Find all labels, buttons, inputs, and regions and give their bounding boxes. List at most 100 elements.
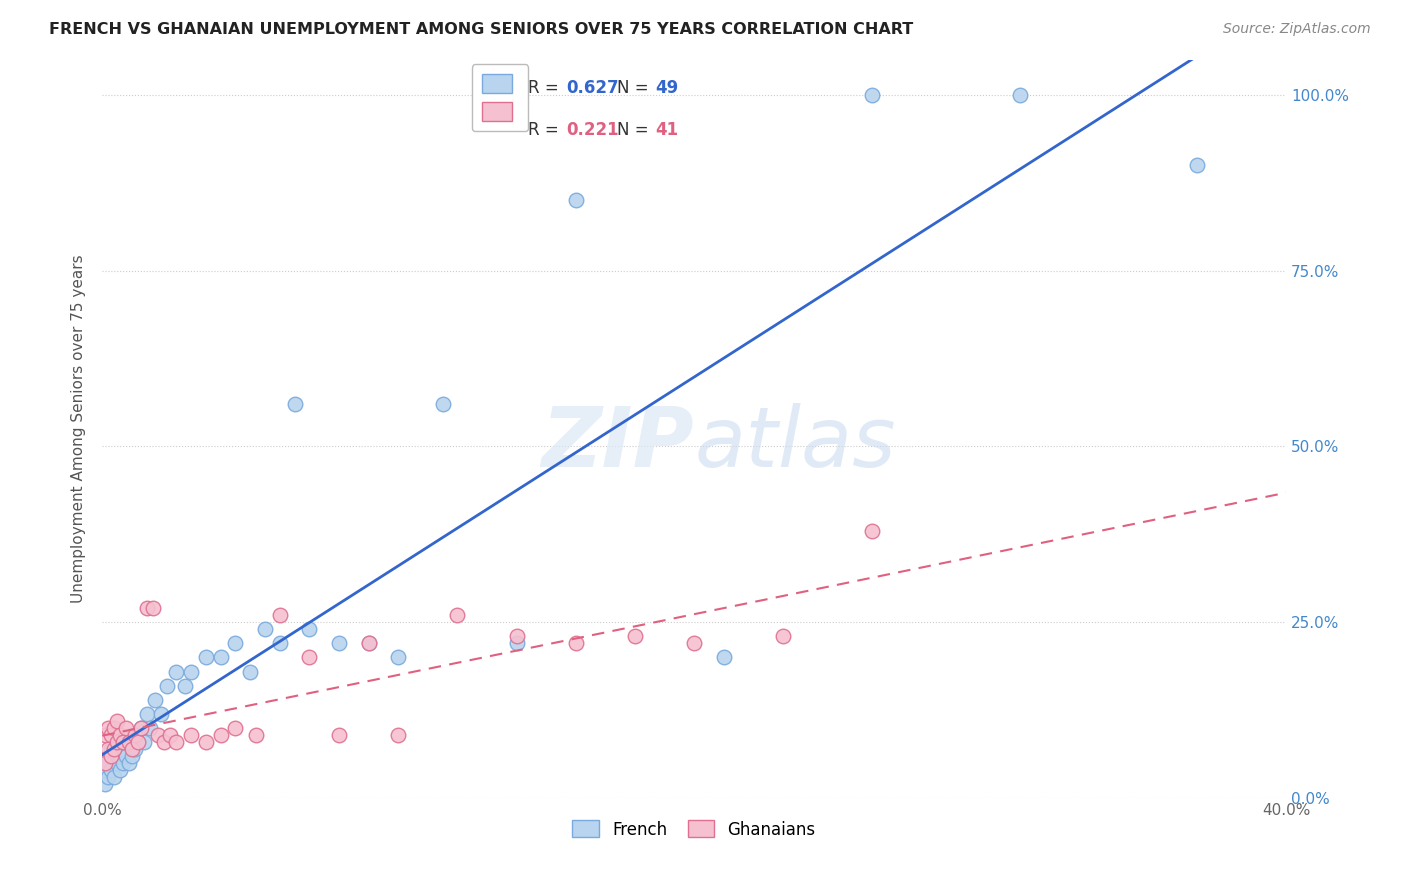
Point xyxy=(224,636,246,650)
Point xyxy=(772,629,794,643)
Text: R =: R = xyxy=(529,78,564,96)
Point xyxy=(124,728,146,742)
Point xyxy=(124,742,146,756)
Point xyxy=(97,770,120,784)
Legend: French, Ghanaians: French, Ghanaians xyxy=(565,814,823,846)
Point xyxy=(97,756,120,770)
Point xyxy=(209,728,232,742)
Point xyxy=(1008,87,1031,102)
Point xyxy=(141,601,163,615)
Point xyxy=(105,714,128,728)
Point xyxy=(135,706,157,721)
Point xyxy=(505,636,527,650)
Text: N =: N = xyxy=(617,78,654,96)
Point xyxy=(159,728,181,742)
Point xyxy=(121,748,143,763)
Point xyxy=(298,650,321,665)
Point xyxy=(446,608,468,623)
Point xyxy=(105,735,128,749)
Point xyxy=(180,728,202,742)
Point xyxy=(148,728,170,742)
Point xyxy=(153,735,176,749)
Point xyxy=(108,728,131,742)
Point xyxy=(100,763,122,777)
Point xyxy=(103,721,125,735)
Point xyxy=(132,735,155,749)
Point xyxy=(328,636,350,650)
Point xyxy=(108,748,131,763)
Text: atlas: atlas xyxy=(695,403,896,484)
Point xyxy=(209,650,232,665)
Point xyxy=(94,777,117,791)
Point xyxy=(129,721,152,735)
Point xyxy=(253,623,276,637)
Point xyxy=(118,756,141,770)
Point xyxy=(194,650,217,665)
Text: Source: ZipAtlas.com: Source: ZipAtlas.com xyxy=(1223,22,1371,37)
Point xyxy=(224,721,246,735)
Point xyxy=(103,742,125,756)
Point xyxy=(129,721,152,735)
Point xyxy=(357,636,380,650)
Point xyxy=(105,756,128,770)
Point xyxy=(94,728,117,742)
Point xyxy=(127,735,149,749)
Text: 0.627: 0.627 xyxy=(567,78,619,96)
Point xyxy=(269,636,291,650)
Point xyxy=(564,194,586,208)
Text: ZIP: ZIP xyxy=(541,403,695,484)
Point xyxy=(174,679,197,693)
Y-axis label: Unemployment Among Seniors over 75 years: Unemployment Among Seniors over 75 years xyxy=(72,254,86,603)
Point xyxy=(111,742,134,756)
Point xyxy=(111,735,134,749)
Point xyxy=(138,721,160,735)
Point xyxy=(94,756,117,770)
Point xyxy=(118,735,141,749)
Point xyxy=(145,692,167,706)
Point xyxy=(105,735,128,749)
Point xyxy=(713,650,735,665)
Point xyxy=(624,629,647,643)
Point xyxy=(100,728,122,742)
Point xyxy=(284,397,307,411)
Text: 0.221: 0.221 xyxy=(567,120,619,139)
Point xyxy=(111,756,134,770)
Text: R =: R = xyxy=(529,120,564,139)
Point xyxy=(115,748,138,763)
Point xyxy=(115,721,138,735)
Point xyxy=(860,524,883,538)
Point xyxy=(94,763,117,777)
Text: 49: 49 xyxy=(655,78,678,96)
Point xyxy=(357,636,380,650)
Point xyxy=(115,735,138,749)
Point xyxy=(97,742,120,756)
Point xyxy=(505,629,527,643)
Text: FRENCH VS GHANAIAN UNEMPLOYMENT AMONG SENIORS OVER 75 YEARS CORRELATION CHART: FRENCH VS GHANAIAN UNEMPLOYMENT AMONG SE… xyxy=(49,22,914,37)
Point xyxy=(1185,158,1208,172)
Point xyxy=(127,735,149,749)
Text: N =: N = xyxy=(617,120,654,139)
Point xyxy=(387,728,409,742)
Point xyxy=(165,665,187,679)
Point xyxy=(135,601,157,615)
Point xyxy=(121,742,143,756)
Point xyxy=(564,636,586,650)
Point xyxy=(156,679,179,693)
Point xyxy=(100,742,122,756)
Point xyxy=(432,397,454,411)
Point xyxy=(387,650,409,665)
Point xyxy=(108,763,131,777)
Point xyxy=(103,748,125,763)
Point xyxy=(683,636,706,650)
Point xyxy=(328,728,350,742)
Point xyxy=(97,721,120,735)
Text: 41: 41 xyxy=(655,120,678,139)
Point xyxy=(245,728,267,742)
Point xyxy=(239,665,262,679)
Point xyxy=(100,748,122,763)
Point xyxy=(298,623,321,637)
Point xyxy=(121,728,143,742)
Point xyxy=(165,735,187,749)
Point xyxy=(860,87,883,102)
Point xyxy=(180,665,202,679)
